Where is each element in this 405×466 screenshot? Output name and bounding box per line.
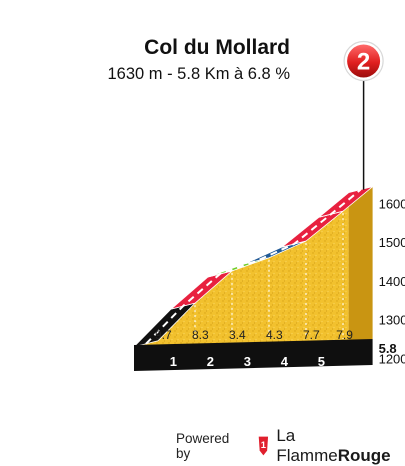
km-label: 5 [318,354,325,369]
brand-name-regular: La Flamme [276,426,338,465]
gradient-label: 7.9 [336,328,353,342]
km-labels: 1 2 3 4 5 [170,354,325,369]
elevation-profile-chart: 1200m 1300m 1400m 1500m 1600m 9.7 8.3 3.4 4.3 7.… [132,40,405,371]
climb-stats: 1630 m - 5.8 Km à 6.8 % [107,65,290,83]
gradient-labels: 9.7 8.3 3.4 4.3 7.7 7.9 [155,328,353,342]
km-label: 2 [207,354,214,369]
gradient-segment [318,186,373,218]
gradient-label: 7.7 [303,328,320,342]
brand-name-bold: Rouge [337,446,391,465]
flame-logo-digit: 1 [260,440,265,450]
category-number: 2 [357,49,370,76]
climb-title: Col du Mollard [144,36,290,59]
km-label: 4 [281,354,289,369]
footer: Powered by 1 La FlammeRouge [176,426,405,465]
gradient-label: 4.3 [266,328,283,342]
gradient-label: 9.7 [155,328,172,342]
km-label: 1 [170,354,177,369]
y-axis-label: 1200m [379,352,405,367]
gradient-label: 3.4 [229,328,246,342]
profile-base [134,339,373,371]
y-axis-label: 1500m [379,235,405,250]
profile-side-face [348,186,373,345]
y-axis-label: 1300m [379,313,405,328]
powered-by-text: Powered by [176,431,230,461]
distance-end-label: 5.8 [379,341,397,356]
y-axis-label: 1400m [379,274,405,289]
km-label: 3 [244,354,251,369]
category-badge: 2 [343,40,384,82]
profile-centerline [145,188,362,345]
y-axis-label: 1600m [379,196,405,211]
brand-name: La FlammeRouge [276,426,405,466]
y-axis-labels: 1200m 1300m 1400m 1500m 1600m [379,196,405,366]
flame-logo-icon: 1 [258,436,268,456]
gradient-label: 8.3 [192,328,209,342]
